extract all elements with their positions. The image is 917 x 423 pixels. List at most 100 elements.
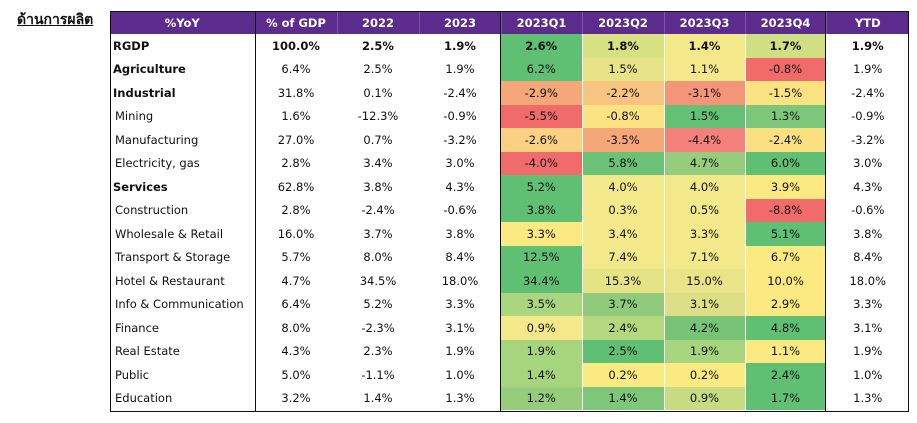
table-row: Real Estate 4.3% 2.3% 1.9% 1.9% 2.5% 1.9% 1.1% 1… <box>110 339 909 363</box>
quarter-2-cell: 1.4% <box>582 386 665 410</box>
table-row: Finance 8.0% -2.3% 3.1% 0.9% 2.4% 4.2% 4.8% 3.1% <box>110 316 909 340</box>
table-body: RGDP 100.0% 2.5% 1.9% 2.6% 1.8% 1.4% 1.7% 1.9% Ag… <box>110 34 909 410</box>
quarter-2-cell: 15.3% <box>582 269 665 293</box>
quarter-4-cell: 2.9% <box>745 292 827 316</box>
value-2023-cell: -3.2% <box>443 132 477 147</box>
header-row: %YoY % of GDP 2022 2023 2023Q1 2023Q2 20… <box>110 11 909 34</box>
row-label: Wholesale & Retail <box>115 226 224 241</box>
share-of-gdp-cell: 62.8% <box>277 179 315 194</box>
quarter-1-cell: -2.9% <box>501 81 583 105</box>
table-row: Wholesale & Retail 16.0% 3.7% 3.8% 3.3% 3.4% 3… <box>110 222 909 246</box>
share-of-gdp-cell: 2.8% <box>281 203 311 218</box>
ytd-cell: -3.2% <box>851 132 885 147</box>
value-2022-cell: 3.8% <box>363 179 393 194</box>
row-label: Industrial <box>113 85 176 100</box>
table-row: Info & Communication 6.4% 5.2% 3.3% 3.5% 3.7%… <box>110 292 909 316</box>
row-label: Services <box>113 179 168 194</box>
value-2023-cell: 1.9% <box>445 344 475 359</box>
quarter-3-cell: 7.1% <box>664 245 746 269</box>
quarter-1-cell: 3.3% <box>501 222 583 246</box>
quarter-3-cell: 1.1% <box>664 57 746 81</box>
value-2022-cell: -2.4% <box>361 203 395 218</box>
ytd-cell: 3.8% <box>853 226 883 241</box>
quarter-2-cell: 5.8% <box>582 151 665 175</box>
quarter-1-cell: 5.2% <box>501 175 583 199</box>
quarter-3-cell: 1.4% <box>664 34 746 58</box>
quarter-1-cell: 1.4% <box>501 363 583 387</box>
value-2022-cell: 8.0% <box>363 250 393 265</box>
header-2022: 2022 <box>337 11 420 34</box>
quarter-1-cell: 2.6% <box>501 34 583 58</box>
quarter-2-cell: 0.3% <box>582 198 665 222</box>
header-2023q3: 2023Q3 <box>664 11 746 34</box>
quarter-4-cell: -1.5% <box>745 81 827 105</box>
quarter-1-cell: 0.9% <box>501 316 583 340</box>
header-share-of-gdp: % of GDP <box>255 11 338 34</box>
value-2023-cell: 3.1% <box>445 320 475 335</box>
quarter-1-cell: 6.2% <box>501 57 583 81</box>
table-row: Transport & Storage 5.7% 8.0% 8.4% 12.5% 7.4%… <box>110 245 909 269</box>
value-2022-cell: -1.1% <box>361 367 395 382</box>
quarter-4-cell: -2.4% <box>745 128 827 152</box>
ytd-cell: 1.0% <box>853 367 883 382</box>
quarter-2-cell: 2.5% <box>582 339 665 363</box>
ytd-cell: 1.3% <box>853 391 883 406</box>
ytd-cell: 1.9% <box>853 344 883 359</box>
quarter-3-cell: -3.1% <box>664 81 746 105</box>
table-row: Mining 1.6% -12.3% -0.9% -5.5% -0.8% 1.5% 1.3% -… <box>110 104 909 128</box>
share-of-gdp-cell: 5.0% <box>281 367 311 382</box>
value-2022-cell: 34.5% <box>359 273 397 288</box>
value-2022-cell: 0.7% <box>363 132 393 147</box>
quarter-3-cell: 3.3% <box>664 222 746 246</box>
ytd-cell: 1.9% <box>851 38 884 53</box>
quarter-2-cell: 4.0% <box>582 175 665 199</box>
table-row: Electricity, gas 2.8% 3.4% 3.0% -4.0% 5.8% 4.7… <box>110 151 909 175</box>
row-label: RGDP <box>113 38 150 53</box>
ytd-cell: 3.0% <box>853 156 883 171</box>
share-of-gdp-cell: 27.0% <box>277 132 315 147</box>
value-2023-cell: 3.3% <box>445 297 475 312</box>
quarter-1-cell: 34.4% <box>501 269 583 293</box>
quarter-2-cell: 2.4% <box>582 316 665 340</box>
ytd-cell: -0.6% <box>851 203 885 218</box>
header-yoy: %YoY <box>110 11 256 34</box>
quarter-4-cell: 6.0% <box>745 151 827 175</box>
quarter-4-cell: 1.1% <box>745 339 827 363</box>
quarter-4-cell: 6.7% <box>745 245 827 269</box>
quarter-4-cell: -0.8% <box>745 57 827 81</box>
ytd-cell: -2.4% <box>851 85 885 100</box>
value-2022-cell: -2.3% <box>361 320 395 335</box>
ytd-cell: 18.0% <box>849 273 887 288</box>
value-2023-cell: 1.0% <box>445 367 475 382</box>
quarter-3-cell: 0.9% <box>664 386 746 410</box>
row-label: Public <box>115 367 150 382</box>
table-row: Agriculture 6.4% 2.5% 1.9% 6.2% 1.5% 1.1% -0.8%… <box>110 57 909 81</box>
value-2023-cell: 4.3% <box>445 179 475 194</box>
quarter-1-cell: 12.5% <box>501 245 583 269</box>
value-2022-cell: 2.3% <box>363 344 393 359</box>
value-2022-cell: 3.7% <box>363 226 393 241</box>
value-2023-cell: 1.3% <box>445 391 475 406</box>
quarter-3-cell: 4.2% <box>664 316 746 340</box>
header-ytd: YTD <box>826 11 909 34</box>
value-2022-cell: 3.4% <box>363 156 393 171</box>
table-row: Services 62.8% 3.8% 4.3% 5.2% 4.0% 4.0% 3.9% 4.3… <box>110 175 909 199</box>
share-of-gdp-cell: 5.7% <box>281 250 311 265</box>
quarter-4-cell: 5.1% <box>745 222 827 246</box>
quarter-2-cell: 1.8% <box>582 34 665 58</box>
share-of-gdp-cell: 3.2% <box>281 391 311 406</box>
header-2023q4: 2023Q4 <box>745 11 827 34</box>
share-of-gdp-cell: 100.0% <box>272 38 320 53</box>
value-2023-cell: 3.0% <box>445 156 475 171</box>
quarter-1-cell: 3.5% <box>501 292 583 316</box>
table-row: Manufacturing 27.0% 0.7% -3.2% -2.6% -3.5% -4.… <box>110 128 909 152</box>
quarter-3-cell: 1.9% <box>664 339 746 363</box>
value-2023-cell: -0.6% <box>443 203 477 218</box>
quarter-4-cell: 1.3% <box>745 104 827 128</box>
quarter-4-cell: 4.8% <box>745 316 827 340</box>
table-row: Industrial 31.8% 0.1% -2.4% -2.9% -2.2% -3.1% -… <box>110 81 909 105</box>
ytd-cell: 3.1% <box>853 320 883 335</box>
quarter-2-cell: -0.8% <box>582 104 665 128</box>
table-row: Public 5.0% -1.1% 1.0% 1.4% 0.2% 0.2% 2.4% 1.0% <box>110 363 909 387</box>
share-of-gdp-cell: 6.4% <box>281 62 311 77</box>
